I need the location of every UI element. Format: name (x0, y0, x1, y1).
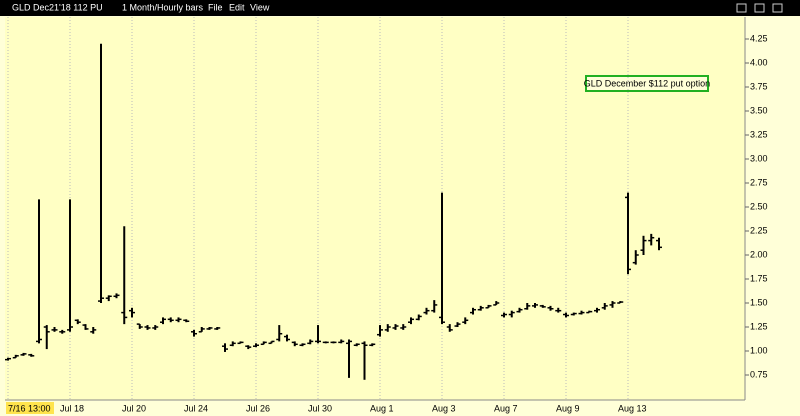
x-tick-label: Aug 13 (618, 403, 647, 413)
x-tick-label: Jul 18 (60, 403, 84, 413)
y-tick-label: 3.25 (750, 129, 768, 139)
x-tick-label: Aug 1 (370, 403, 394, 413)
label-highlight (6, 402, 54, 414)
window-button[interactable] (754, 3, 765, 13)
y-tick-label: 3.75 (750, 81, 768, 91)
x-tick-label: Aug 3 (432, 403, 456, 413)
menu[interactable]: Edit (229, 2, 245, 12)
annotation-box (585, 75, 709, 92)
period[interactable]: 1 Month/Hourly bars (122, 2, 204, 12)
symbol[interactable]: GLD Dec21'18 112 PU (12, 2, 103, 12)
y-tick-label: 2.00 (750, 249, 768, 259)
x-tick-label: Jul 24 (184, 403, 208, 413)
y-tick-label: 3.00 (750, 153, 768, 163)
menu[interactable]: View (250, 2, 270, 12)
y-tick-label: 4.25 (750, 33, 768, 43)
x-tick-label: Jul 30 (308, 403, 332, 413)
y-tick-label: 1.50 (750, 297, 768, 307)
y-tick-label: 2.75 (750, 177, 768, 187)
y-tick-label: 2.50 (750, 201, 768, 211)
x-tick-label: Aug 7 (494, 403, 518, 413)
y-tick-label: 3.50 (750, 105, 768, 115)
menu[interactable]: File (208, 2, 223, 12)
y-tick-label: 1.75 (750, 273, 768, 283)
x-tick-label: 7/16 13:00 (8, 403, 51, 413)
x-tick-label: Jul 20 (122, 403, 146, 413)
plot-area (5, 17, 745, 400)
toolbar: GLD Dec21'18 112 PU 1 Month/Hourly bars … (0, 0, 800, 16)
window-button[interactable] (736, 3, 747, 13)
toolbar-bg (0, 0, 800, 16)
y-tick-label: 4.00 (750, 57, 768, 67)
x-tick-label: Jul 26 (246, 403, 270, 413)
y-tick-label: 2.25 (750, 225, 768, 235)
y-tick-label: 1.25 (750, 321, 768, 331)
window-button[interactable] (772, 3, 783, 13)
annotation: GLD December $112 put option (584, 78, 710, 88)
y-tick-label: 1.00 (750, 345, 768, 355)
x-tick-label: Aug 9 (556, 403, 580, 413)
y-tick-label: 0.75 (750, 369, 768, 379)
